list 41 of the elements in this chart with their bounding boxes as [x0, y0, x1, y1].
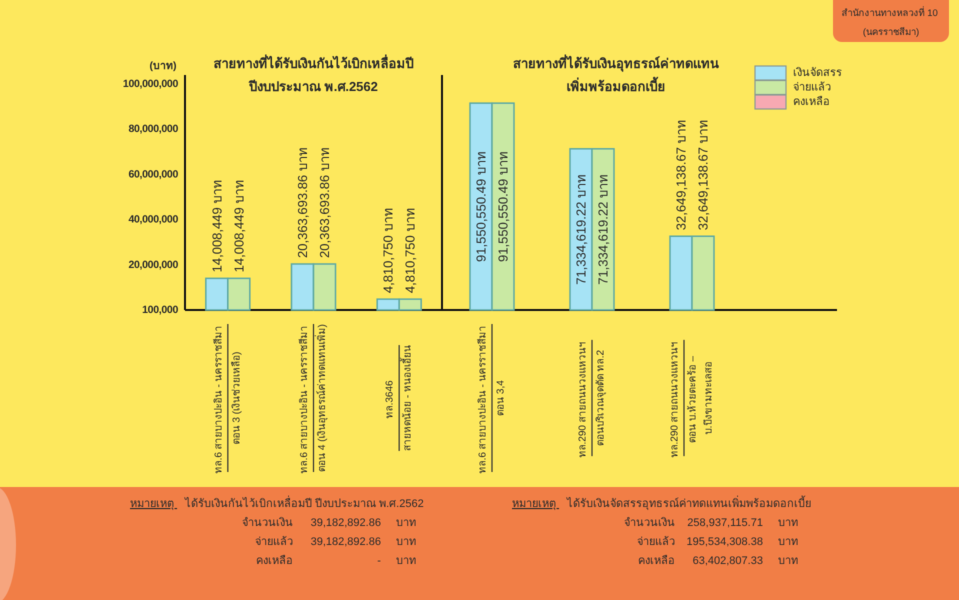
y-tick-label: 100,000,000: [122, 78, 178, 90]
text: คงเหลือ 63,402,807.33 บาท: [638, 555, 798, 567]
text: สำนักงานทางหลวงที่ 10 (นครราชสีมา): [842, 6, 940, 38]
chart-subtitle: เพิ่มพร้อมดอกเบี้ย: [566, 76, 666, 94]
text: จำนวนเงิน 39,182,892.86 บาท: [242, 517, 416, 529]
data-label: 4,810,750 บาท: [402, 208, 418, 294]
legend-label: จ่ายแล้ว: [793, 82, 831, 94]
chart-title: สายทางที่ได้รับเงินอุทธรณ์ค่าทดแทน: [512, 54, 719, 72]
y-tick-label: 100,000: [142, 304, 178, 316]
x-tick-label: ทล.290 สายถนนวงแหวนฯ ตอน บ.ห้วยตะคร้อ – บ.บึงขามทะเลสอ: [670, 338, 714, 458]
x-tick-label: ทล.6 สายบางปะอิน - นครราชสีมา ตอน 4 (เงินอุทธรณ์ค่าทดแทนเพิ่ม): [298, 322, 328, 474]
data-label: 14,008,449 บาท: [231, 180, 246, 272]
text: คงเหลือ - บาท: [256, 555, 416, 567]
text: หมายเหตุ ได้รับเงินจัดสรรอุทธรณ์ค่าทดแทนเพิ่มพร้อมดอกเบี้ย: [512, 495, 811, 510]
text: จ่ายแล้ว 195,534,308.38 บาท: [636, 536, 798, 548]
data-label: 71,334,619.22 บาท: [596, 174, 610, 285]
data-label: 71,334,619.22 บาท: [574, 174, 588, 285]
text: จำนวนเงิน 258,937,115.71 บาท: [624, 517, 798, 529]
y-axis-title: (บาท): [150, 60, 176, 72]
text: จ่ายแล้ว 39,182,892.86 บาท: [254, 536, 416, 548]
legend-label: คงเหลือ: [793, 95, 830, 108]
data-label: 14,008,449 บาท: [209, 180, 224, 272]
x-tick-label: ทล.290 สายถนนวงแหวนฯ ตอนบริเวณจุดตัด ทล.2: [578, 338, 606, 458]
chart-title: สายทางที่ได้รับเงินกันไว้เบิกเหลื่อมปี: [214, 54, 414, 71]
data-label: 4,810,750 บาท: [380, 208, 396, 294]
x-tick-label: ทล.6 สายบางปะอิน - นครราชสีมา ตอน 3 (เงินช่วยเหลือ): [212, 322, 242, 474]
data-label: 91,550,550.49 บาท: [474, 151, 488, 262]
legend-label: เงินจัดสรร: [793, 67, 842, 79]
data-label: 91,550,550.49 บาท: [496, 151, 510, 262]
data-label: 20,363,693.86 บาท: [295, 147, 310, 258]
y-tick-label: 60,000,000: [128, 168, 178, 180]
chart-subtitle: ปีงบประมาณ พ.ศ.2562: [248, 79, 378, 94]
data-label: 20,363,693.86 บาท: [317, 147, 332, 258]
y-tick-label: 40,000,000: [128, 214, 178, 226]
y-tick-label: 20,000,000: [128, 258, 178, 271]
y-tick-label: 80,000,000: [128, 123, 178, 136]
text: หมายเหตุ ได้รับเงินกันไว้เบิกเหลื่อมปี ปีงบประมาณ พ.ศ.2562: [130, 495, 424, 510]
x-tick-label: ทล.3646 สายหดน้อย - หนองเอี้ยน: [384, 345, 414, 451]
data-label: 32,649,138.67 บาท: [674, 119, 688, 230]
data-label: 32,649,138.67 บาท: [696, 119, 710, 230]
x-tick-label: ทล.6 สายบางปะอิน - นครราชสีมา ตอน 3,4: [476, 322, 506, 474]
